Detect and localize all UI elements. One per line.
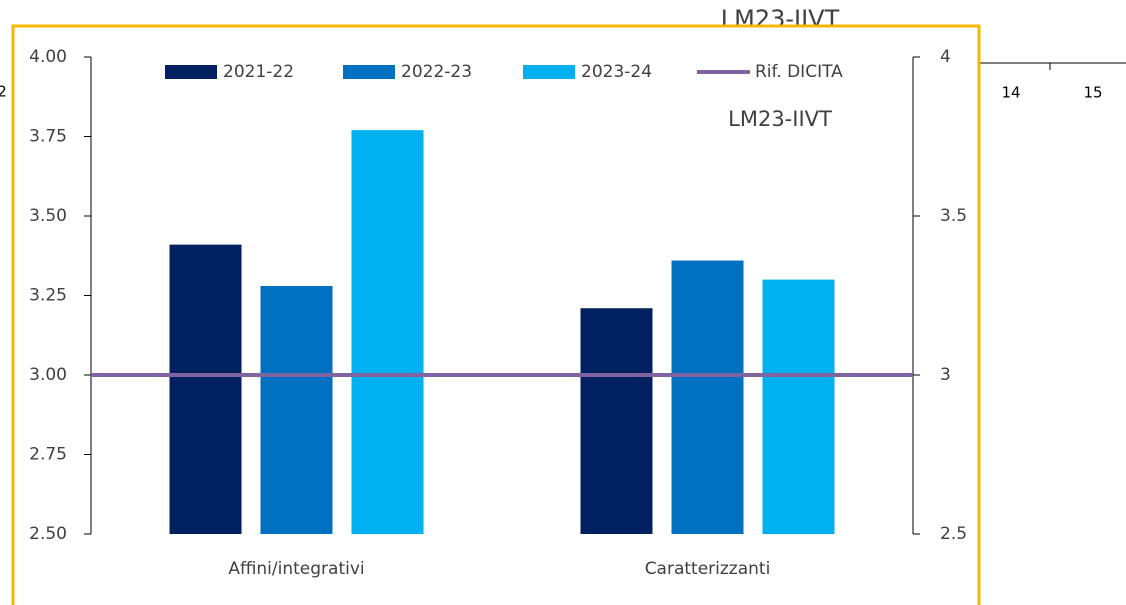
- y-tick-label: 2.75: [29, 445, 67, 465]
- bar: [762, 279, 835, 534]
- y2-tick-label: 2.5: [940, 524, 967, 544]
- legend-swatch: [165, 65, 217, 79]
- legend-swatch: [343, 65, 395, 79]
- background-tick-label: 2: [0, 83, 7, 101]
- chart-subtitle: LM23-IIVT: [728, 107, 832, 131]
- y-tick-label: 3.00: [29, 365, 67, 385]
- legend-label: 2023-24: [581, 62, 652, 82]
- bar: [351, 130, 424, 534]
- y-tick-label: 3.50: [29, 206, 67, 226]
- background-tick-label: 15: [1083, 84, 1102, 102]
- bar: [169, 244, 242, 534]
- bar: [671, 260, 744, 534]
- y-tick-label: 3.75: [29, 127, 67, 147]
- background-tick-label: 14: [1001, 84, 1020, 102]
- y-tick-label: 2.50: [29, 524, 67, 544]
- y2-tick-label: 3.5: [940, 206, 967, 226]
- legend-label: 2021-22: [223, 62, 294, 82]
- x-tick-label: Affini/integrativi: [228, 559, 364, 579]
- legend-label: Rif. DICITA: [755, 62, 843, 82]
- y-tick-label: 4.00: [29, 47, 67, 67]
- y2-tick-label: 3: [940, 365, 951, 385]
- y-tick-label: 3.25: [29, 286, 67, 306]
- legend-label: 2022-23: [401, 62, 472, 82]
- bar: [580, 308, 653, 534]
- y2-tick-label: 4: [940, 47, 951, 67]
- x-tick-label: Caratterizzanti: [645, 559, 771, 579]
- legend-swatch: [523, 65, 575, 79]
- bar: [260, 285, 333, 534]
